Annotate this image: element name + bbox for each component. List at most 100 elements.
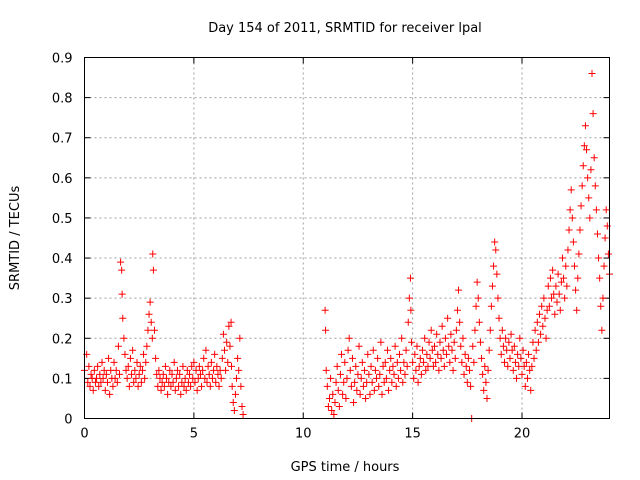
data-point [427, 326, 435, 334]
data-point [507, 330, 515, 338]
data-point [479, 370, 487, 378]
y-tick-label: 0.8 [52, 92, 73, 107]
data-point [370, 386, 378, 394]
data-point [118, 290, 126, 298]
data-point [478, 354, 486, 362]
data-point [437, 354, 445, 362]
data-point [525, 350, 533, 358]
data-point [148, 334, 156, 342]
data-point [155, 366, 163, 374]
data-point [326, 394, 333, 402]
y-tick-label: 0 [64, 413, 72, 428]
data-point [526, 366, 534, 374]
data-point [543, 306, 551, 314]
data-point [551, 310, 559, 318]
data-point [213, 362, 221, 370]
data-point [124, 362, 132, 370]
data-point [357, 374, 365, 382]
data-point [422, 366, 430, 374]
data-point [131, 366, 139, 374]
data-point [335, 402, 343, 410]
data-point [190, 358, 198, 366]
data-point [333, 362, 341, 370]
data-point [351, 378, 359, 386]
data-point [392, 382, 400, 390]
data-point [235, 366, 243, 374]
data-point [565, 226, 573, 234]
data-point [176, 370, 184, 378]
data-point [348, 354, 356, 362]
data-point [460, 370, 468, 378]
data-point [96, 370, 104, 378]
data-point [329, 390, 337, 398]
data-point [542, 334, 550, 342]
data-point [138, 366, 146, 374]
data-point [497, 350, 505, 358]
data-point [567, 186, 575, 194]
data-point [374, 354, 382, 362]
data-point [388, 378, 396, 386]
data-point [126, 354, 134, 362]
data-point [159, 370, 167, 378]
data-point [481, 362, 489, 370]
data-point [222, 366, 230, 374]
data-point [441, 334, 449, 342]
data-point [483, 394, 491, 402]
data-point [171, 386, 179, 394]
data-point [149, 266, 157, 274]
data-point [545, 302, 553, 310]
data-point [193, 386, 201, 394]
chart-title: Day 154 of 2011, SRMTID for receiver lpa… [208, 21, 482, 36]
data-point [517, 354, 525, 362]
data-point [210, 366, 218, 374]
data-point [390, 370, 398, 378]
data-point [327, 374, 335, 382]
data-point [339, 390, 347, 398]
x-tick-label: 10 [295, 427, 312, 442]
data-point [346, 366, 354, 374]
data-point [420, 358, 428, 366]
data-point [562, 262, 570, 270]
data-point [564, 246, 572, 254]
data-point [522, 358, 530, 366]
data-point [432, 358, 440, 366]
y-tick-label: 0.1 [52, 372, 73, 387]
data-point [448, 346, 456, 354]
data-point [237, 382, 245, 390]
data-point [344, 346, 352, 354]
data-point [177, 390, 185, 398]
data-point [444, 314, 452, 322]
data-point [406, 274, 414, 282]
data-point [143, 342, 151, 350]
data-point [505, 338, 513, 346]
data-point [402, 346, 410, 354]
x-tick-label: 0 [80, 427, 88, 442]
data-point [501, 358, 508, 366]
data-point [330, 410, 338, 418]
data-point [228, 382, 236, 390]
data-point [576, 226, 584, 234]
data-point [146, 298, 154, 306]
data-point [431, 342, 438, 350]
data-point [599, 294, 607, 302]
data-point [458, 358, 466, 366]
data-point [561, 294, 569, 302]
data-point [393, 358, 401, 366]
data-point [453, 306, 461, 314]
data-point [568, 214, 576, 222]
data-point [534, 338, 542, 346]
data-point [180, 382, 188, 390]
data-point [429, 362, 437, 370]
data-point [464, 354, 472, 362]
data-point [161, 362, 169, 370]
data-point [123, 374, 131, 382]
data-point [321, 306, 329, 314]
data-point [480, 386, 488, 394]
data-point [452, 326, 460, 334]
plot-frame [84, 57, 610, 419]
data-point [97, 378, 105, 386]
data-point [233, 374, 241, 382]
data-point [408, 338, 416, 346]
data-point [391, 342, 399, 350]
